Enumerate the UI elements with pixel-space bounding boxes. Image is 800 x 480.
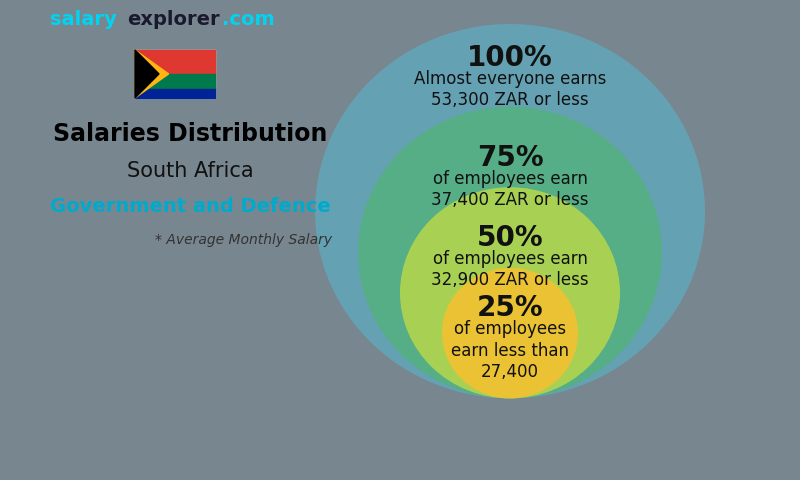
- Circle shape: [442, 268, 578, 398]
- Text: explorer: explorer: [127, 10, 220, 29]
- Polygon shape: [135, 50, 159, 98]
- Text: Almost everyone earns: Almost everyone earns: [414, 70, 606, 88]
- Text: 53,300 ZAR or less: 53,300 ZAR or less: [431, 91, 589, 109]
- Bar: [135, 74, 215, 89]
- Bar: [135, 89, 215, 98]
- Circle shape: [315, 24, 705, 398]
- Bar: [135, 50, 215, 98]
- Circle shape: [400, 187, 620, 398]
- Text: 27,400: 27,400: [481, 363, 539, 381]
- Text: Salaries Distribution: Salaries Distribution: [53, 122, 327, 146]
- Text: of employees earn: of employees earn: [433, 250, 587, 268]
- Text: 32,900 ZAR or less: 32,900 ZAR or less: [431, 271, 589, 289]
- Text: 50%: 50%: [477, 224, 543, 252]
- Polygon shape: [135, 50, 169, 98]
- Circle shape: [358, 107, 662, 398]
- Text: of employees earn: of employees earn: [433, 170, 587, 188]
- Text: * Average Monthly Salary: * Average Monthly Salary: [155, 233, 332, 247]
- Text: 37,400 ZAR or less: 37,400 ZAR or less: [431, 191, 589, 209]
- Text: 25%: 25%: [477, 294, 543, 322]
- Text: earn less than: earn less than: [451, 342, 569, 360]
- Bar: [135, 50, 215, 74]
- Text: 100%: 100%: [467, 44, 553, 72]
- Text: Government and Defence: Government and Defence: [50, 197, 330, 216]
- Text: salary: salary: [50, 10, 117, 29]
- Text: 75%: 75%: [477, 144, 543, 172]
- Text: South Africa: South Africa: [126, 161, 254, 181]
- Text: of employees: of employees: [454, 321, 566, 338]
- Text: .com: .com: [222, 10, 274, 29]
